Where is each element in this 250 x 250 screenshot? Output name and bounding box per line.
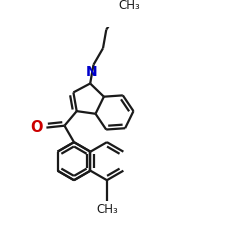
Text: O: O	[30, 120, 43, 135]
Text: CH₃: CH₃	[118, 0, 140, 12]
Text: CH₃: CH₃	[96, 203, 118, 216]
Text: N: N	[86, 65, 97, 79]
